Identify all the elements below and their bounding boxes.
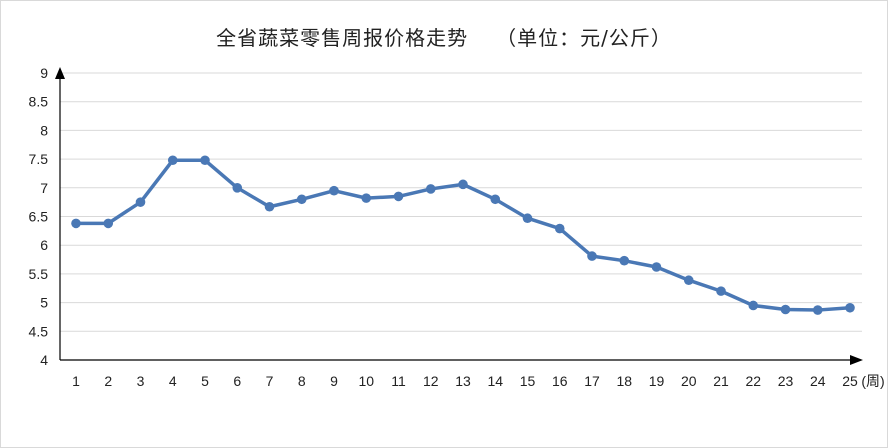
x-tick-label: 7	[266, 373, 274, 389]
x-tick-labels: 1 2 3 4 5 6 7 8 9 10 11 12 13 14 15 16 17 18 19 20 21 22 23 24 2…	[72, 373, 858, 389]
data-point	[716, 286, 726, 296]
data-point	[748, 300, 759, 311]
x-tick-label: 14	[487, 373, 503, 389]
data-point	[812, 305, 823, 315]
x-tick-label: 6	[233, 373, 241, 389]
x-axis-unit-label: (周)	[861, 373, 884, 389]
x-tick-label: 10	[358, 373, 374, 389]
x-tick-label: 16	[552, 373, 568, 389]
data-point	[329, 185, 339, 196]
data-point	[651, 262, 662, 272]
data-point	[780, 304, 791, 315]
data-point	[167, 155, 178, 166]
data-point	[296, 194, 307, 205]
x-tick-label: 23	[778, 373, 794, 389]
y-tick-labels: 4 4.5 5 5.5 6 6.5 7 7.5 8 8.5 9	[29, 65, 49, 368]
x-tick-label: 22	[745, 373, 761, 389]
x-axis-arrow	[850, 355, 863, 365]
data-point	[490, 194, 501, 205]
y-tick-label: 6	[40, 237, 48, 253]
gridlines	[60, 72, 862, 332]
series	[71, 155, 855, 315]
x-tick-label: 9	[330, 373, 338, 389]
x-tick-label: 1	[72, 373, 80, 389]
data-point	[458, 179, 468, 190]
x-tick-label: 18	[616, 373, 632, 389]
x-tick-label: 15	[520, 373, 536, 389]
y-tick-label: 4.5	[29, 323, 49, 339]
x-tick-label: 20	[681, 373, 697, 389]
y-tick-label: 9	[40, 65, 48, 81]
y-tick-label: 7	[40, 180, 48, 196]
x-tick-label: 5	[201, 373, 209, 389]
data-point	[393, 191, 404, 202]
y-tick-label: 7.5	[29, 151, 49, 167]
data-point	[425, 184, 436, 194]
data-point	[135, 197, 146, 207]
y-tick-label: 8	[40, 122, 48, 138]
data-point	[232, 183, 243, 193]
data-point	[587, 251, 597, 261]
data-point	[71, 218, 81, 229]
x-tick-label: 11	[391, 373, 406, 389]
x-tick-label: 12	[423, 373, 439, 389]
chart-unit: （单位：元/公斤）	[496, 26, 672, 50]
chart-title: 全省蔬菜零售周报价格走势	[216, 26, 469, 50]
data-point	[522, 213, 533, 224]
y-tick-label: 6.5	[29, 209, 49, 225]
axes	[55, 67, 863, 365]
x-tick-label: 24	[810, 373, 826, 389]
y-axis-arrow	[55, 67, 65, 79]
y-tick-label: 5	[40, 295, 48, 311]
x-tick-label: 21	[713, 373, 729, 389]
y-tick-label: 4	[40, 352, 48, 368]
data-point	[845, 302, 855, 313]
x-tick-label: 4	[169, 373, 177, 389]
data-point	[619, 255, 630, 266]
x-tick-label: 19	[649, 373, 665, 389]
x-tick-label: 3	[137, 373, 145, 389]
data-point	[264, 201, 275, 212]
x-tick-label: 8	[298, 373, 306, 389]
y-tick-label: 5.5	[29, 266, 49, 282]
y-tick-label: 8.5	[29, 94, 49, 110]
data-point	[683, 275, 694, 286]
chart-title-row: 全省蔬菜零售周报价格走势 （单位：元/公斤）	[0, 22, 888, 51]
x-tick-label: 17	[584, 373, 600, 389]
x-tick-label: 25	[842, 373, 858, 389]
data-point	[103, 218, 114, 229]
data-point	[361, 193, 372, 203]
data-point	[200, 155, 210, 166]
data-point	[554, 223, 565, 234]
x-tick-label: 2	[104, 373, 112, 389]
x-tick-label: 13	[455, 373, 471, 389]
